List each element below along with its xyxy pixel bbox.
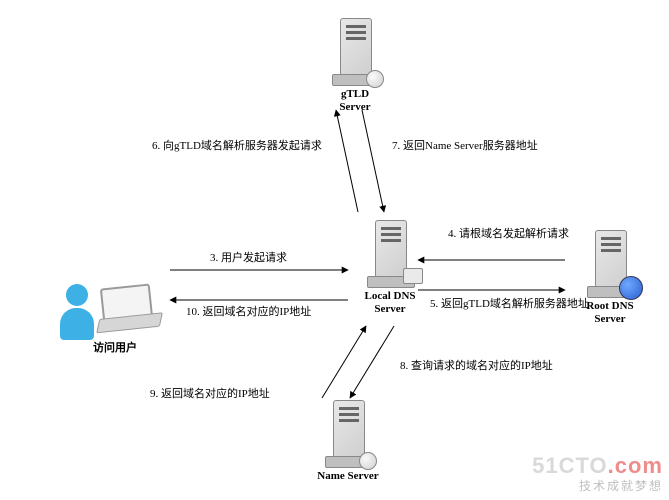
node-root-dns-server: Root DNS Server <box>570 230 650 326</box>
server-icon <box>367 220 413 288</box>
arrow-e7 <box>362 110 384 212</box>
server-icon <box>325 400 371 468</box>
node-local-dns-server: Local DNS Server <box>350 220 430 316</box>
arrow-e6 <box>336 110 358 212</box>
watermark-brand-gray: 51CTO <box>532 453 608 478</box>
node-name-server: Name Server <box>308 400 388 483</box>
dns-resolution-diagram: 访问用户 gTLD Server Local DNS Server Root D… <box>0 0 669 500</box>
name-server-label: Name Server <box>308 470 388 483</box>
node-user: 访问用户 <box>55 260 175 355</box>
watermark: 51CTO.com 技术成就梦想 <box>532 453 663 494</box>
step-6-label: 6. 向gTLD域名解析服务器发起请求 <box>152 140 322 153</box>
arrow-e8 <box>350 326 394 398</box>
step-4-label: 4. 请根域名发起解析请求 <box>448 228 569 241</box>
server-icon <box>587 230 633 298</box>
step-7-label: 7. 返回Name Server服务器地址 <box>392 140 538 153</box>
watermark-tagline: 技术成就梦想 <box>532 477 663 494</box>
user-icon <box>60 260 170 340</box>
watermark-brand: 51CTO.com <box>532 453 663 479</box>
step-5-label: 5. 返回gTLD域名解析服务器地址 <box>430 298 589 311</box>
node-gtld-server: gTLD Server <box>320 18 390 114</box>
step-8-label: 8. 查询请求的域名对应的IP地址 <box>400 360 553 373</box>
server-icon <box>332 18 378 86</box>
arrow-e9 <box>322 326 366 398</box>
gtld-label: gTLD Server <box>320 88 390 114</box>
watermark-brand-red: .com <box>608 453 663 478</box>
step-10-label: 10. 返回域名对应的IP地址 <box>186 306 311 319</box>
step-3-label: 3. 用户发起请求 <box>210 252 287 265</box>
user-label: 访问用户 <box>55 342 175 355</box>
step-9-label: 9. 返回域名对应的IP地址 <box>150 388 270 401</box>
local-dns-label: Local DNS Server <box>350 290 430 316</box>
